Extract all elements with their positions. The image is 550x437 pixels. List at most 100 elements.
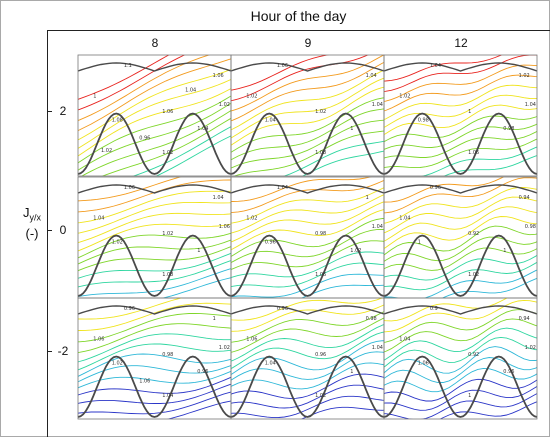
terrain-top-profile	[77, 62, 232, 72]
contour-line	[231, 97, 384, 153]
contour-lines	[78, 177, 231, 298]
contour-value-label: 1.04	[277, 185, 288, 191]
contour-value-label: 1.02	[525, 345, 536, 351]
contour-line	[81, 110, 231, 176]
contour-panel: 1.04 1.02 1 0.98 1.06 1.04 1.02 0.98	[383, 54, 538, 177]
contour-value-label: 0.98	[366, 316, 377, 322]
contour-line	[384, 309, 537, 343]
contour-lines	[384, 298, 537, 419]
contour-line	[231, 61, 384, 122]
contour-value-label: 1.02	[162, 150, 173, 156]
contour-panel: 1.1 1.06 1.06 1.04 1.02 1.02 1 1.08 0.96 1.04 1.02	[77, 54, 232, 177]
contour-line	[78, 55, 170, 100]
contour-line	[231, 86, 384, 146]
contour-value-label: 0.98	[525, 224, 536, 230]
contour-line	[384, 346, 537, 374]
contour-value-label: 1.02	[315, 393, 326, 399]
contour-value-label: 1.06	[277, 63, 288, 69]
contour-value-label: 1.04	[430, 63, 441, 69]
contour-value-label: 1.02	[246, 93, 257, 99]
contour-value-label: 1.04	[399, 215, 410, 221]
contour-line	[384, 104, 537, 136]
contour-line	[384, 216, 537, 250]
row-label-j-2: 2	[59, 104, 67, 118]
contour-value-label: 1.02	[246, 215, 257, 221]
contour-line	[78, 95, 231, 164]
contour-value-label: 1.04	[372, 224, 383, 230]
contour-line	[78, 302, 231, 331]
contour-value-label: 1.06	[139, 379, 150, 385]
contour-line	[78, 383, 231, 404]
contour-line	[384, 393, 537, 419]
contour-value-label: 1.06	[219, 224, 230, 230]
contour-line	[231, 108, 384, 161]
contour-line	[384, 177, 505, 203]
contour-value-label: 1	[468, 393, 471, 399]
terrain-top-profile	[383, 305, 538, 315]
contour-value-label: 1.02	[519, 73, 530, 79]
contour-line	[231, 273, 384, 298]
contour-line	[231, 324, 384, 362]
contour-value-label: 1.06	[124, 185, 135, 191]
contour-value-label: 1	[350, 369, 353, 375]
terrain-top-profile	[77, 184, 232, 194]
contour-line	[231, 194, 384, 234]
contour-value-label: 1.02	[112, 240, 123, 246]
contour-line	[78, 333, 231, 363]
contour-line	[384, 318, 537, 353]
contour-line	[384, 206, 537, 242]
contour-line	[231, 209, 384, 251]
contour-value-label: 1.02	[399, 93, 410, 99]
contour-value-label: 1	[366, 195, 369, 201]
contour-line	[384, 115, 537, 143]
contour-line	[166, 400, 231, 419]
contour-panel: 0.96 1 0.98 0.96 1.04 1.02 1.06 1.02 1.06	[77, 297, 232, 420]
contour-line	[78, 223, 231, 252]
contour-lines	[231, 55, 384, 176]
contour-value-label: 1.06	[315, 272, 326, 278]
contour-line	[78, 252, 231, 279]
contour-line	[78, 364, 231, 383]
contour-value-label: 0.96	[503, 369, 514, 375]
contour-value-label: 1.02	[315, 109, 326, 115]
contour-value-label: 1	[93, 93, 96, 99]
contour-line	[384, 254, 537, 281]
contour-line	[78, 268, 231, 298]
contour-value-label: 0.96	[277, 306, 288, 312]
contour-value-label: 1.06	[468, 150, 479, 156]
contour-panel: 1.06 1.04 1.02 1 1.08 1.06 1.04 1.02	[77, 176, 232, 299]
terrain-hills	[77, 234, 232, 297]
contour-line	[78, 353, 231, 377]
contour-line	[78, 212, 231, 244]
contour-line	[231, 240, 384, 271]
contour-value-label: 1.06	[93, 336, 104, 342]
contour-value-label: 1.02	[468, 272, 479, 278]
contour-line	[384, 196, 537, 234]
contour-line	[384, 357, 537, 383]
contour-line	[231, 395, 384, 419]
contour-value-label: 1.04	[265, 118, 276, 124]
contour-value-label: 1.04	[372, 345, 383, 351]
terrain-hills	[230, 234, 385, 297]
terrain-top-profile	[230, 184, 385, 194]
contour-line	[384, 74, 537, 112]
panel-border	[230, 297, 385, 420]
contour-value-label: 0.98	[503, 126, 514, 132]
panel-border	[77, 54, 232, 177]
contour-line	[231, 373, 384, 399]
contour-value-label: 1.02	[101, 148, 112, 154]
contour-value-label: 0.96	[265, 240, 276, 246]
contour-value-label: 0.96	[124, 306, 135, 312]
contour-value-label: 1.04	[372, 102, 383, 108]
j-subscript: y/x	[29, 212, 41, 223]
contour-line	[231, 177, 372, 202]
contour-line	[384, 225, 537, 256]
contour-line	[78, 298, 183, 320]
contour-panel: 0.96 0.94 0.92 1 1.02 0.98 1.04 1	[383, 176, 538, 299]
contour-line	[282, 140, 384, 176]
contour-line	[231, 362, 384, 390]
j-symbol: J	[22, 205, 30, 220]
contour-value-label: 0.96	[430, 185, 441, 191]
contour-line	[78, 239, 231, 265]
contour-line	[78, 68, 231, 141]
